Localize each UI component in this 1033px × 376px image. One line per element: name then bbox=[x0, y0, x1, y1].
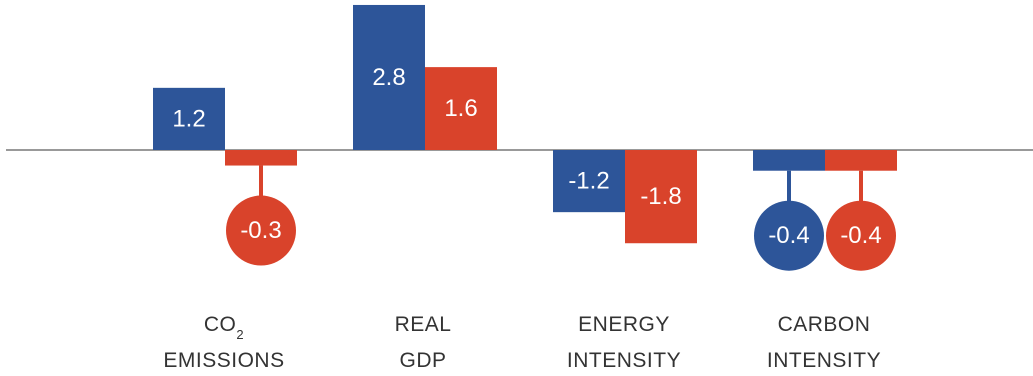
category-label-line2: INTENSITY bbox=[767, 349, 881, 372]
data-label: -1.2 bbox=[568, 168, 609, 195]
label-stem bbox=[787, 170, 791, 203]
bar bbox=[225, 150, 297, 166]
bar bbox=[753, 150, 825, 171]
data-label: -0.4 bbox=[768, 222, 809, 249]
category-label-line2: EMISSIONS bbox=[163, 349, 284, 372]
bar bbox=[625, 150, 697, 244]
bar bbox=[553, 150, 625, 213]
bar bbox=[825, 150, 897, 171]
category-label-line2: GDP bbox=[399, 349, 446, 372]
bar bbox=[153, 87, 225, 150]
data-label: -0.3 bbox=[240, 217, 281, 244]
category-label-line1: CARBON bbox=[778, 313, 871, 336]
bar bbox=[425, 67, 497, 150]
label-bubble bbox=[226, 195, 296, 266]
category-label-line1: ENERGY bbox=[578, 313, 670, 336]
category-label-line2: INTENSITY bbox=[567, 349, 681, 372]
data-label: 1.2 bbox=[172, 105, 205, 132]
label-bubble bbox=[754, 200, 824, 271]
data-label: -1.8 bbox=[640, 183, 681, 210]
label-stem bbox=[859, 170, 863, 203]
data-label: -0.4 bbox=[840, 222, 881, 249]
category-label-line1: CO2 bbox=[204, 313, 244, 342]
category-label-subscript: 2 bbox=[236, 327, 244, 342]
label-stem bbox=[259, 165, 263, 198]
data-label: 2.8 bbox=[372, 64, 405, 91]
bar bbox=[353, 4, 425, 150]
label-bubble bbox=[826, 200, 896, 271]
category-label-line1: REAL bbox=[395, 313, 452, 336]
data-label: 1.6 bbox=[444, 95, 477, 122]
